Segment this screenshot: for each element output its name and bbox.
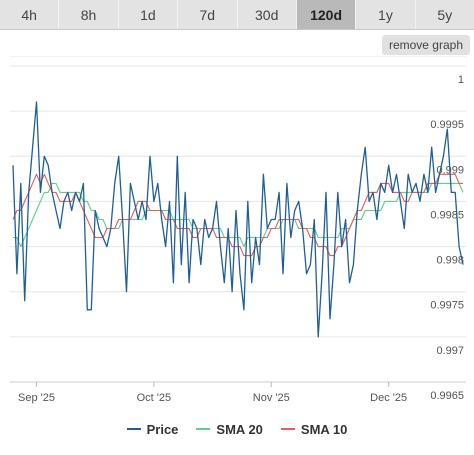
series-line-price (12, 101, 464, 338)
y-tick-label: 0.9995 (430, 119, 464, 131)
tab-7d[interactable]: 7d (178, 0, 238, 29)
x-tick-label: Dec '25 (370, 392, 407, 404)
y-tick-label: 0.997 (436, 345, 464, 357)
y-tick-label: 0.9985 (430, 209, 464, 221)
legend-item-price[interactable]: Price (126, 421, 179, 437)
y-tick-label: 0.9975 (430, 300, 464, 312)
legend-item-sma10[interactable]: SMA 10 (280, 421, 348, 437)
legend-label-sma10: SMA 10 (300, 421, 348, 437)
remove-graph-button[interactable]: remove graph (381, 35, 470, 55)
legend-item-sma20[interactable]: SMA 20 (196, 421, 263, 437)
tab-1d[interactable]: 1d (118, 0, 179, 29)
y-tick-label: 1 (458, 74, 464, 86)
x-tick-label: Sep '25 (18, 392, 55, 404)
tab-120d[interactable]: 120d (296, 0, 357, 29)
timeframe-tabs: 4h 8h 1d 7d 30d 120d 1y 5y (0, 0, 474, 30)
tab-4h[interactable]: 4h (0, 0, 60, 29)
x-tick-label: Oct '25 (137, 392, 172, 404)
legend-swatch-sma10 (280, 428, 295, 430)
legend-swatch-price (126, 428, 141, 430)
price-chart: 10.99950.9990.99850.9980.99750.9970.9965… (10, 56, 466, 404)
legend-swatch-sma20 (196, 428, 211, 430)
x-tick-label: Nov '25 (253, 392, 290, 404)
legend-label-price: Price (146, 421, 179, 437)
tab-30d[interactable]: 30d (237, 0, 297, 29)
legend-label-sma20: SMA 20 (216, 421, 263, 437)
tab-5y[interactable]: 5y (415, 0, 474, 29)
chart-legend: Price SMA 20 SMA 10 (0, 419, 474, 439)
y-tick-label: 0.998 (436, 255, 464, 267)
tab-8h[interactable]: 8h (59, 0, 119, 29)
y-tick-label: 0.9965 (430, 390, 464, 402)
tab-1y[interactable]: 1y (356, 0, 416, 29)
